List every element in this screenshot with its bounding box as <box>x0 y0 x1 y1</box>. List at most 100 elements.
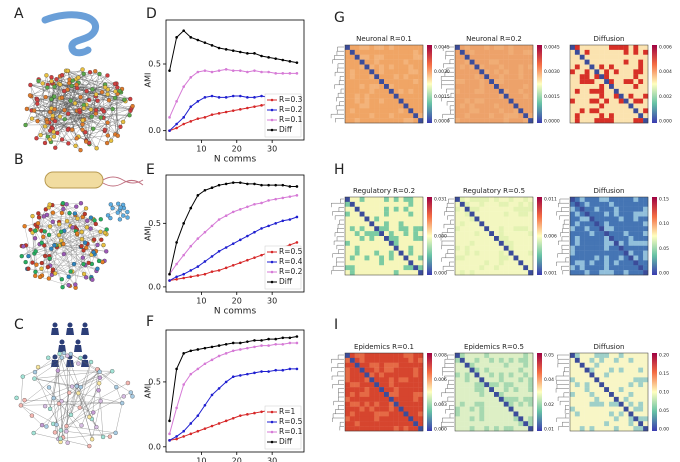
heatmap-cell <box>589 382 595 388</box>
heatmap-cell <box>638 260 644 266</box>
heatmap-cell <box>364 79 370 85</box>
heatmap-cell <box>464 255 470 261</box>
heatmap-cell <box>638 93 644 99</box>
heatmap-cell <box>484 49 490 55</box>
heatmap-cell <box>384 382 390 388</box>
heatmap-cell <box>398 255 404 261</box>
network-node <box>99 237 104 242</box>
network-node <box>76 75 81 80</box>
network-node <box>76 390 81 396</box>
network-edge <box>37 220 95 228</box>
heatmap-cell <box>623 118 629 124</box>
dendrogram <box>561 236 569 241</box>
heatmap-cell <box>489 236 495 242</box>
heatmap-cell <box>589 216 595 222</box>
dendrogram <box>448 380 454 385</box>
heatmap-cell <box>628 245 634 251</box>
network-node <box>108 202 113 207</box>
heatmap-cell <box>609 197 615 203</box>
network-node <box>93 107 99 113</box>
heatmap-cell <box>418 118 424 124</box>
heatmap-cell <box>455 411 461 417</box>
heatmap-cell <box>455 357 461 363</box>
heatmap-cell <box>403 392 409 398</box>
heatmap-cell <box>604 426 610 432</box>
heatmap-cell <box>599 69 605 75</box>
heatmap-cell <box>623 377 629 383</box>
heatmap-cell <box>379 260 385 266</box>
heatmap-cell <box>455 387 461 393</box>
heatmap-cell <box>345 49 351 55</box>
heatmap-cell <box>369 416 375 422</box>
network-node <box>45 85 50 90</box>
network-node <box>46 276 52 281</box>
heatmap-cell <box>528 255 534 261</box>
heatmap-cell <box>638 49 644 55</box>
heatmap-cell <box>618 84 624 90</box>
network-node <box>84 225 90 230</box>
dendrogram <box>447 249 454 254</box>
heatmap-cell <box>523 416 529 422</box>
dendrogram <box>334 215 344 220</box>
heatmap-cell <box>474 59 480 65</box>
heatmap-cell <box>459 64 465 70</box>
heatmap-cell <box>345 411 351 417</box>
heatmap-cell <box>455 69 461 75</box>
heatmap-cell <box>609 421 615 427</box>
heatmap-cell <box>398 421 404 427</box>
heatmap-cell <box>494 226 500 232</box>
data-point <box>281 219 285 223</box>
network-node <box>67 390 72 395</box>
heatmap-cell <box>628 406 634 412</box>
network-edge <box>41 216 45 231</box>
heatmap-cell <box>398 245 404 251</box>
heatmap-cell <box>633 108 639 114</box>
heatmap-cell <box>613 416 619 422</box>
heatmap-cell <box>518 382 524 388</box>
heatmap-cell <box>379 45 385 51</box>
heatmap-cell <box>474 255 480 261</box>
dendrogram <box>335 118 344 123</box>
heatmap-cell <box>374 367 380 373</box>
heatmap-cell <box>584 69 590 75</box>
panel-label: B <box>14 152 24 168</box>
colorbar-tick-label: 0.04 <box>544 377 554 383</box>
network-node <box>56 232 62 238</box>
network-node <box>84 139 89 144</box>
heatmap-cell <box>413 426 419 432</box>
heatmap-cell <box>393 201 399 207</box>
heatmap-cell <box>594 98 600 104</box>
heatmap-cell <box>589 74 595 80</box>
heatmap-cell <box>518 221 524 227</box>
heatmap-cell <box>599 103 605 109</box>
network-node <box>61 241 66 247</box>
heatmap-cell <box>408 103 414 109</box>
heatmap-cell <box>388 84 394 90</box>
heatmap-cell <box>398 372 404 378</box>
heatmap-cell <box>484 226 490 232</box>
heatmap-cell <box>584 245 590 251</box>
data-point <box>239 50 242 54</box>
network-node <box>44 73 49 78</box>
heatmap-cell <box>589 84 595 90</box>
heatmap-cell <box>523 396 529 402</box>
heatmap-cell <box>508 84 514 90</box>
network-node <box>125 380 131 386</box>
heatmap-cell <box>523 240 529 246</box>
data-point <box>203 188 207 192</box>
heatmap-cell <box>398 93 404 99</box>
heatmap-frame <box>569 196 649 276</box>
heatmap-cell <box>408 231 414 237</box>
heatmap-cell <box>494 49 500 55</box>
data-point <box>182 222 185 225</box>
heatmap-cell <box>633 240 639 246</box>
heatmap-cell <box>594 406 600 412</box>
heatmap-cell <box>345 406 351 412</box>
dendrogram <box>561 249 569 254</box>
legend-marker <box>270 128 274 132</box>
heatmap-cell <box>523 250 529 256</box>
heatmap-cell <box>408 74 414 80</box>
heatmap-cell <box>408 108 414 114</box>
heatmap-cell <box>364 421 370 427</box>
heatmap-cell <box>384 226 390 232</box>
